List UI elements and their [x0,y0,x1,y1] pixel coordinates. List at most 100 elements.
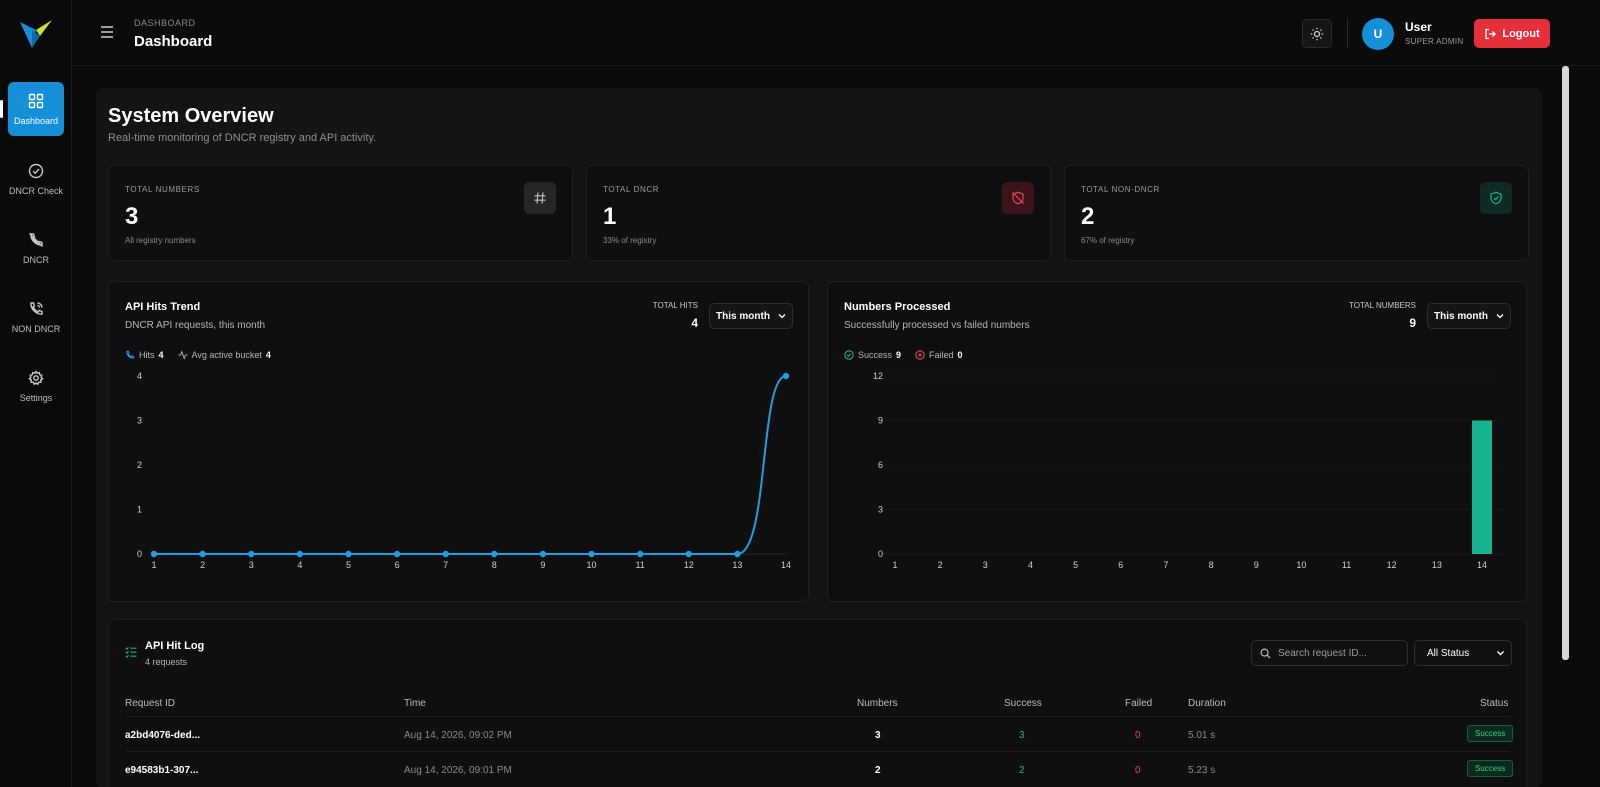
total-numbers-label: TOTAL NUMBERS [1349,301,1416,310]
x-tick-label: 13 [1432,560,1442,570]
sidebar-item-label: NON DNCR [11,323,61,334]
search-icon [1260,648,1271,659]
hash-icon [524,182,556,214]
overview-title: System Overview [108,105,274,127]
col-header-status[interactable]: Status [1480,698,1509,709]
y-tick-label: 1 [137,505,142,515]
avatar[interactable]: U [1362,18,1394,50]
stat-value: 2 [1081,203,1095,230]
api-chart-legend: Hits 4 Avg active bucket 4 [125,350,281,360]
x-tick-label: 4 [297,560,302,570]
y-tick-label: 4 [137,371,142,381]
numbers-processed-chart-card: Numbers Processed Successfully processed… [827,281,1527,602]
x-tick-label: 7 [1163,560,1168,570]
search-input[interactable] [1278,647,1398,659]
logout-icon [1485,28,1497,39]
legend-failed-value: 0 [957,350,963,360]
x-tick-label: 13 [732,560,742,570]
hamburger-icon[interactable] [100,26,114,38]
x-tick-label: 12 [684,560,694,570]
row-divider [125,751,1511,752]
data-point [734,550,741,558]
chart-subtitle: DNCR API requests, this month [125,320,266,331]
cell-request-id[interactable]: e94583b1-307... [125,765,199,776]
stat-value: 1 [603,203,617,230]
cell-time: Aug 14, 2026, 09:02 PM [404,730,512,741]
stat-note: All registry numbers [125,236,196,245]
header-divider [1347,18,1348,48]
numbers-period-select[interactable]: This month [1427,303,1511,329]
x-tick-label: 1 [151,560,156,570]
active-indicator [0,100,3,118]
user-name: User [1405,20,1432,34]
sidebar: Dashboard DNCR Check DNCR NON DNCR Setti… [0,0,72,787]
period-label: This month [716,310,770,322]
cell-duration: 5.01 s [1188,730,1216,741]
data-point [588,550,595,558]
data-point [782,372,790,380]
logout-button[interactable]: Logout [1474,19,1550,48]
col-header-numbers[interactable]: Numbers [857,698,898,709]
stat-value: 3 [125,203,139,230]
status-badge: Success [1467,725,1514,742]
col-header-request-id[interactable]: Request ID [125,698,176,709]
col-header-failed[interactable]: Failed [1125,698,1153,709]
x-tick-label: 3 [983,560,988,570]
x-tick-label: 10 [1296,560,1306,570]
list-check-icon [125,646,137,658]
status-filter-select[interactable]: All Status [1414,640,1512,666]
total-hits-label: TOTAL HITS [652,301,698,310]
user-role: SUPER ADMIN [1405,37,1464,46]
cell-numbers: 2 [875,765,881,776]
page-scrollbar[interactable] [1562,66,1569,660]
sidebar-item-label: Settings [19,392,53,403]
y-tick-label: 2 [137,460,142,470]
period-label: This month [1434,310,1488,322]
api-hits-chart-card: API Hits Trend DNCR API requests, this m… [108,281,809,602]
x-tick-label: 14 [1477,560,1487,570]
x-tick-label: 8 [1209,560,1214,570]
activity-icon [177,350,188,360]
sidebar-item-dashboard[interactable]: Dashboard [8,82,64,136]
sidebar-item-settings[interactable]: Settings [8,359,64,413]
stat-card-total-dncr: TOTAL DNCR 1 33% of registry [586,165,1051,261]
stat-label: TOTAL NON-DNCR [1081,185,1160,194]
stat-card-total-numbers: TOTAL NUMBERS 3 All registry numbers [108,165,573,261]
cell-success: 2 [1019,765,1025,776]
theme-toggle-button[interactable] [1302,19,1332,48]
log-subtitle: 4 requests [145,657,188,667]
status-badge: Success [1467,760,1514,777]
y-tick-label: 9 [878,416,883,426]
cell-time: Aug 14, 2026, 09:01 PM [404,765,512,776]
chart-title: Numbers Processed [844,301,951,313]
legend-avg-label: Avg active bucket [191,350,262,360]
y-tick-label: 3 [137,416,142,426]
y-tick-label: 3 [878,505,883,515]
col-header-success[interactable]: Success [1004,698,1042,709]
sidebar-item-dncr[interactable]: DNCR [8,221,64,275]
legend-failed-label: Failed [929,350,954,360]
api-period-select[interactable]: This month [709,303,793,329]
sidebar-item-non-dncr[interactable]: NON DNCR [8,290,64,344]
data-point [636,550,644,558]
legend-success-value: 9 [896,350,902,360]
log-title: API Hit Log [145,640,205,652]
data-point [393,550,401,558]
legend-avg-value: 4 [265,350,271,360]
cell-request-id[interactable]: a2bd4076-ded... [125,730,201,741]
page-title: Dashboard [134,33,213,50]
logo-icon[interactable] [18,16,54,52]
sidebar-item-dncr-check[interactable]: DNCR Check [8,152,64,206]
stat-label: TOTAL DNCR [603,185,660,194]
x-tick-label: 8 [492,560,497,570]
sidebar-item-label: Dashboard [13,115,59,126]
total-numbers-value: 9 [1409,316,1416,330]
col-header-duration[interactable]: Duration [1188,698,1226,709]
data-point [685,550,692,558]
breadcrumb: DASHBOARD [134,18,196,28]
cell-failed: 0 [1135,730,1141,741]
col-header-time[interactable]: Time [404,698,426,709]
x-tick-label: 3 [249,560,254,570]
logout-label: Logout [1502,27,1540,40]
